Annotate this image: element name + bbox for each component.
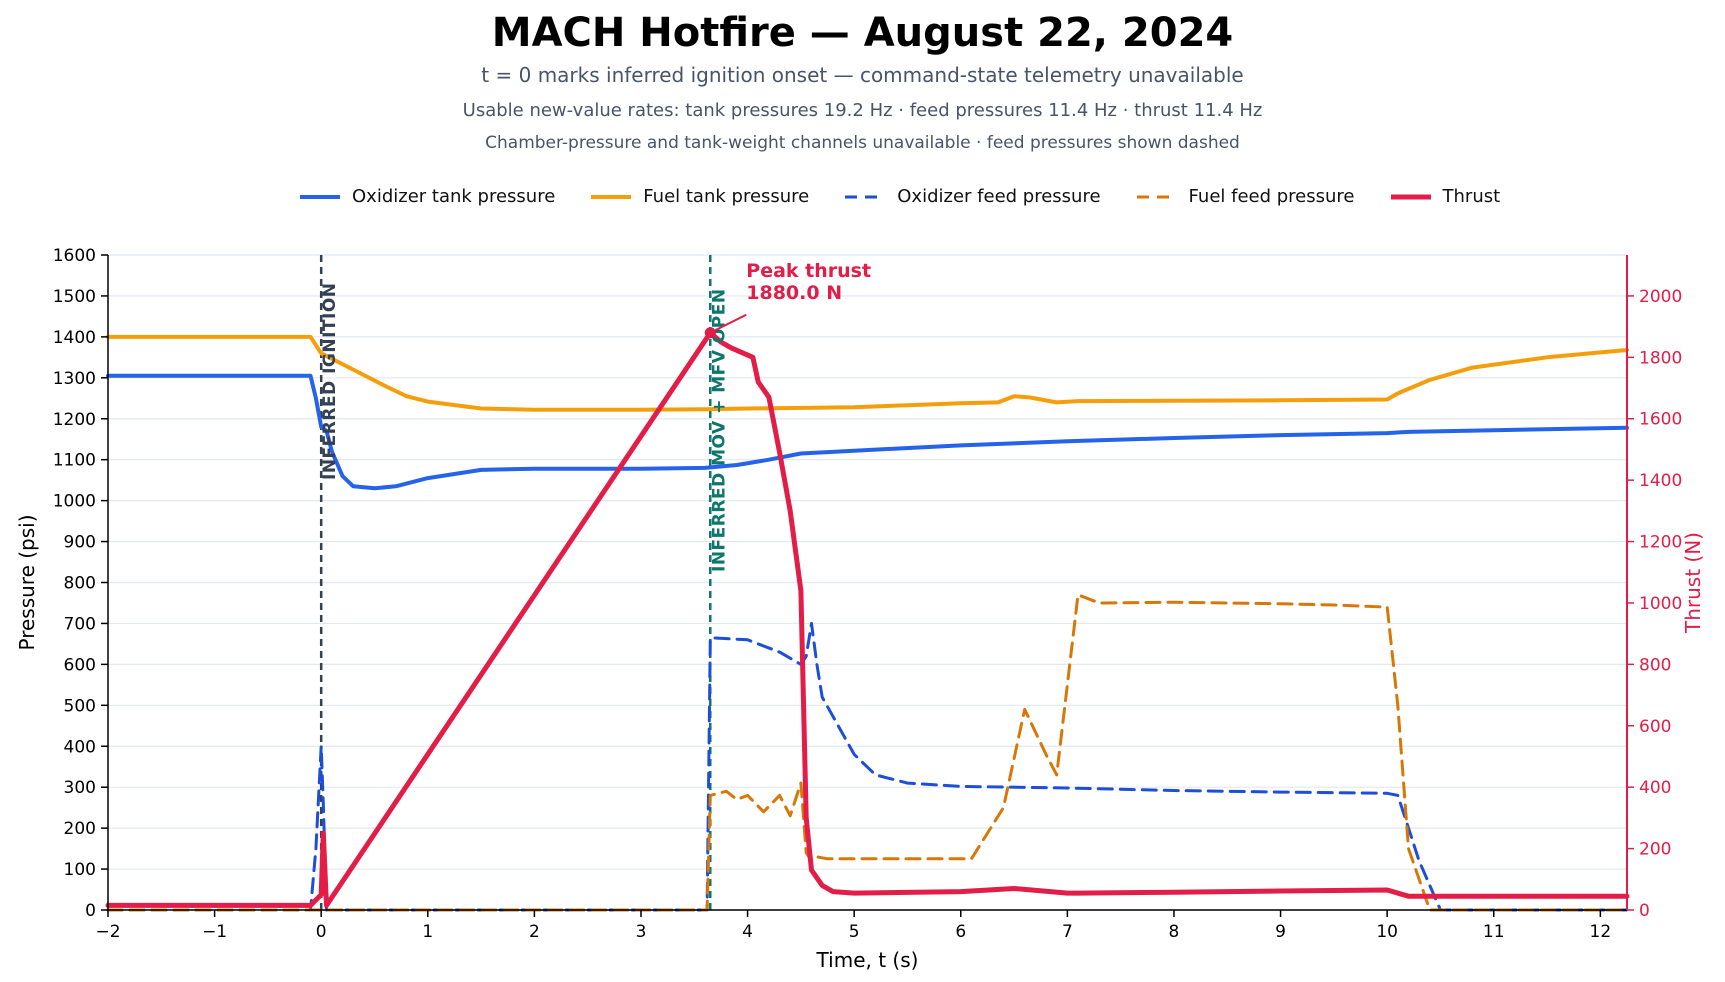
series-line-2 xyxy=(106,334,1629,412)
y-tick-label: 1600 xyxy=(53,246,96,266)
y2-tick-label: 1600 xyxy=(1639,410,1682,430)
y2-tick-label: 200 xyxy=(1639,840,1671,860)
y-tick-label: 700 xyxy=(64,614,96,634)
y-tick-label: 1100 xyxy=(53,451,96,471)
legend-item-ox-tank: Oxidizer tank pressure xyxy=(300,186,555,207)
x-tick-label: 11 xyxy=(1483,922,1505,942)
series-line-1 xyxy=(106,373,1629,491)
x-tick-label: 4 xyxy=(742,922,753,942)
x-tick-label: 10 xyxy=(1376,922,1398,942)
y2-tick-label: 0 xyxy=(1639,901,1650,921)
peak-thrust-label: Peak thrust xyxy=(746,260,871,282)
chart-title: MACH Hotfire — August 22, 2024 xyxy=(491,10,1234,56)
event-line-label: INFERRED IGNITION xyxy=(320,282,340,480)
x-tick-label: 9 xyxy=(1275,922,1286,942)
x-tick-label: 2 xyxy=(529,922,540,942)
legend-item-fuel-tank: Fuel tank pressure xyxy=(591,186,809,207)
y-tick-label: 500 xyxy=(64,696,96,716)
chart-subtitle-2: Usable new-value rates: tank pressures 1… xyxy=(462,100,1263,121)
x-tick-label: 6 xyxy=(955,922,966,942)
y-tick-label: 1400 xyxy=(53,328,96,348)
legend-label-thrust: Thrust xyxy=(1442,186,1501,207)
y2-tick-label: 1200 xyxy=(1639,533,1682,553)
legend-swatch-thrust xyxy=(1390,194,1431,199)
series-line-3 xyxy=(106,621,1629,912)
legend-label-ox-tank: Oxidizer tank pressure xyxy=(352,186,556,207)
event-line-label: INFERRED MOV + MFV OPEN xyxy=(709,288,729,572)
annotations: INFERRED IGNITION INFERRED MOV + MFV OPEN… xyxy=(320,260,871,572)
series-lines xyxy=(105,330,1630,912)
x-tick-label: 3 xyxy=(636,922,647,942)
legend-item-thrust: Thrust xyxy=(1390,186,1501,207)
y-tick-label: 0 xyxy=(85,901,96,921)
chart-subtitle-3: Chamber-pressure and tank-weight channel… xyxy=(485,133,1240,153)
legend-swatch-ox-tank xyxy=(300,194,340,199)
y2-tick-label: 600 xyxy=(1639,717,1671,737)
x-axis-label: Time, t (s) xyxy=(816,948,919,972)
series-line-4 xyxy=(106,593,1629,912)
legend-swatch-fuel-feed xyxy=(1136,195,1177,198)
y2-tick-label: 800 xyxy=(1639,655,1671,675)
series-line-5 xyxy=(105,330,1630,908)
legend-item-ox-feed: Oxidizer feed pressure xyxy=(845,186,1101,207)
x-tick-label: 1 xyxy=(422,922,433,942)
y-tick-label: 400 xyxy=(64,737,96,757)
x-tick-label: 7 xyxy=(1062,922,1073,942)
axes: −2 −1 0 1 2 3 4 5 6 7 8 9 10 11 1201002003004005006007… xyxy=(15,246,1705,972)
legend-label-fuel-tank: Fuel tank pressure xyxy=(643,186,810,207)
legend-label-ox-feed: Oxidizer feed pressure xyxy=(897,186,1101,207)
chart-subtitle-1: t = 0 marks inferred ignition onset — co… xyxy=(481,63,1244,87)
y2-tick-label: 1400 xyxy=(1639,471,1682,491)
legend-swatch-ox-feed xyxy=(845,195,886,198)
y-axis-label: Pressure (psi) xyxy=(15,514,39,650)
y-tick-label: 600 xyxy=(64,655,96,675)
x-tick-label: −1 xyxy=(202,922,227,942)
x-tick-label: 8 xyxy=(1169,922,1180,942)
y-tick-label: 1000 xyxy=(53,492,96,512)
legend: Oxidizer tank pressure Fuel tank pressur… xyxy=(300,186,1536,207)
x-tick-label: 12 xyxy=(1590,922,1612,942)
y-tick-label: 200 xyxy=(64,819,96,839)
y2-tick-label: 1800 xyxy=(1639,348,1682,368)
y2-tick-label: 2000 xyxy=(1639,287,1682,307)
y-tick-label: 300 xyxy=(64,778,96,798)
y-tick-label: 100 xyxy=(64,860,96,880)
y-tick-label: 1300 xyxy=(53,369,96,389)
peak-thrust-marker xyxy=(704,327,716,339)
y2-tick-label: 1000 xyxy=(1639,594,1682,614)
y2-tick-label: 400 xyxy=(1639,778,1671,798)
y-tick-label: 900 xyxy=(64,533,96,553)
legend-item-fuel-feed: Fuel feed pressure xyxy=(1136,186,1355,207)
x-tick-label: −2 xyxy=(95,922,120,942)
y-tick-label: 800 xyxy=(64,574,96,594)
peak-thrust-label: 1880.0 N xyxy=(746,282,842,304)
legend-label-fuel-feed: Fuel feed pressure xyxy=(1188,186,1355,207)
legend-swatch-fuel-tank xyxy=(591,194,632,199)
peak-thrust-arrow xyxy=(713,313,747,332)
y-tick-label: 1500 xyxy=(53,287,96,307)
y-tick-label: 1200 xyxy=(53,410,96,430)
x-tick-label: 0 xyxy=(316,922,327,942)
y2-axis-label: Thrust (N) xyxy=(1681,532,1705,634)
x-tick-label: 5 xyxy=(849,922,860,942)
